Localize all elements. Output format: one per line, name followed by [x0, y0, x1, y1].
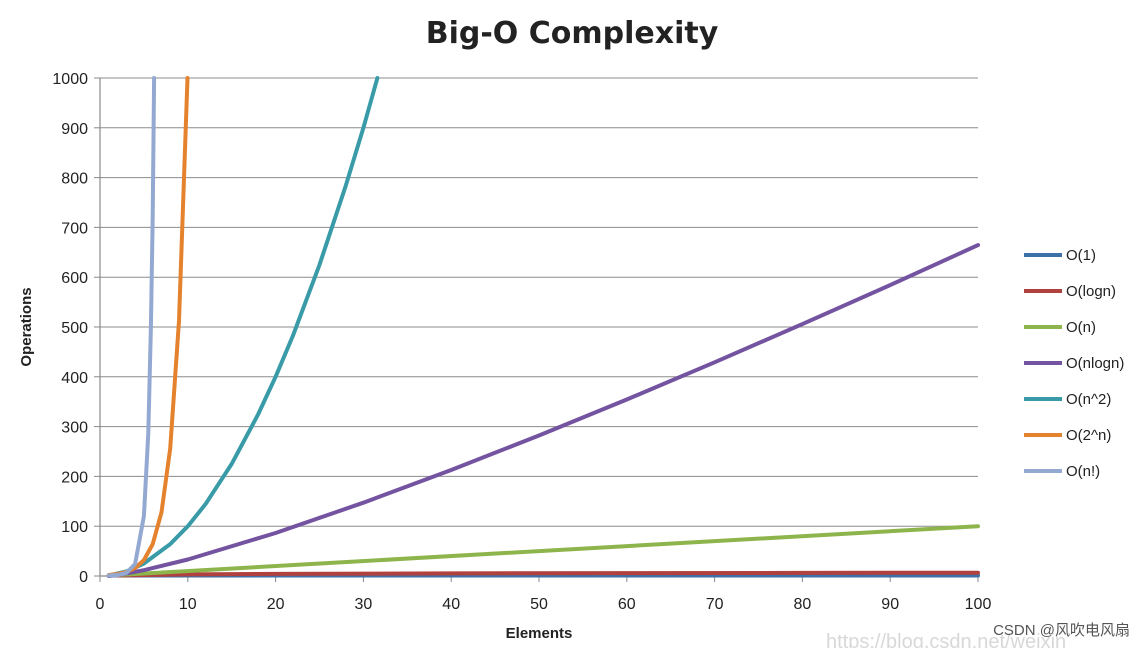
- x-tick-label: 40: [442, 596, 460, 613]
- y-axis-ticks: 0 100 200 300 400 500 600 700 800 900 1000: [52, 71, 100, 586]
- series-line: [115, 570, 980, 578]
- legend-label: O(n^2): [1066, 391, 1111, 408]
- watermark: CSDN @风吹电风扇: [993, 622, 1130, 639]
- watermark-ghost-url: https://blog.csdn.net/weixin: [826, 631, 1066, 648]
- legend-label: O(logn): [1066, 283, 1116, 300]
- series-line: [106, 76, 380, 578]
- series-line: [106, 76, 157, 578]
- y-tick-label: 700: [61, 220, 88, 237]
- x-tick-label: 60: [618, 596, 636, 613]
- x-axis-title: Elements: [506, 625, 573, 642]
- legend-label: O(n!): [1066, 463, 1100, 480]
- y-tick-label: 1000: [52, 71, 88, 88]
- x-tick-label: 20: [267, 596, 285, 613]
- y-tick-label: 200: [61, 469, 88, 486]
- legend-label: O(nlogn): [1066, 355, 1124, 372]
- y-tick-label: 900: [61, 121, 88, 138]
- y-tick-label: 300: [61, 420, 88, 437]
- x-tick-label: 100: [965, 596, 992, 613]
- x-tick-label: 30: [355, 596, 373, 613]
- y-axis-title: Operations: [18, 287, 35, 366]
- gridlines: [100, 77, 978, 527]
- y-tick-label: 0: [79, 569, 88, 586]
- x-tick-label: 90: [881, 596, 899, 613]
- series-line: [106, 243, 980, 578]
- legend-label: O(1): [1066, 247, 1096, 264]
- legend-label: O(2^n): [1066, 427, 1111, 444]
- x-tick-label: 10: [179, 596, 197, 613]
- x-axis-ticks: 0 10 20 30 40 50 60 70 80 90 100: [96, 576, 992, 613]
- legend-label: O(n): [1066, 319, 1096, 336]
- y-tick-label: 600: [61, 270, 88, 287]
- x-tick-label: 80: [794, 596, 812, 613]
- chart-title: Big-O Complexity: [426, 16, 719, 51]
- y-tick-label: 100: [61, 519, 88, 536]
- x-tick-label: 50: [530, 596, 548, 613]
- series-lines: [106, 76, 980, 578]
- x-tick-label: 0: [96, 596, 105, 613]
- legend: O(1) O(logn) O(n) O(nlogn) O(n^2) O(2^n) O(n!): [1024, 247, 1124, 480]
- series-line: [106, 524, 980, 578]
- y-tick-label: 800: [61, 171, 88, 188]
- y-tick-label: 400: [61, 370, 88, 387]
- x-tick-label: 70: [706, 596, 724, 613]
- y-tick-label: 500: [61, 320, 88, 337]
